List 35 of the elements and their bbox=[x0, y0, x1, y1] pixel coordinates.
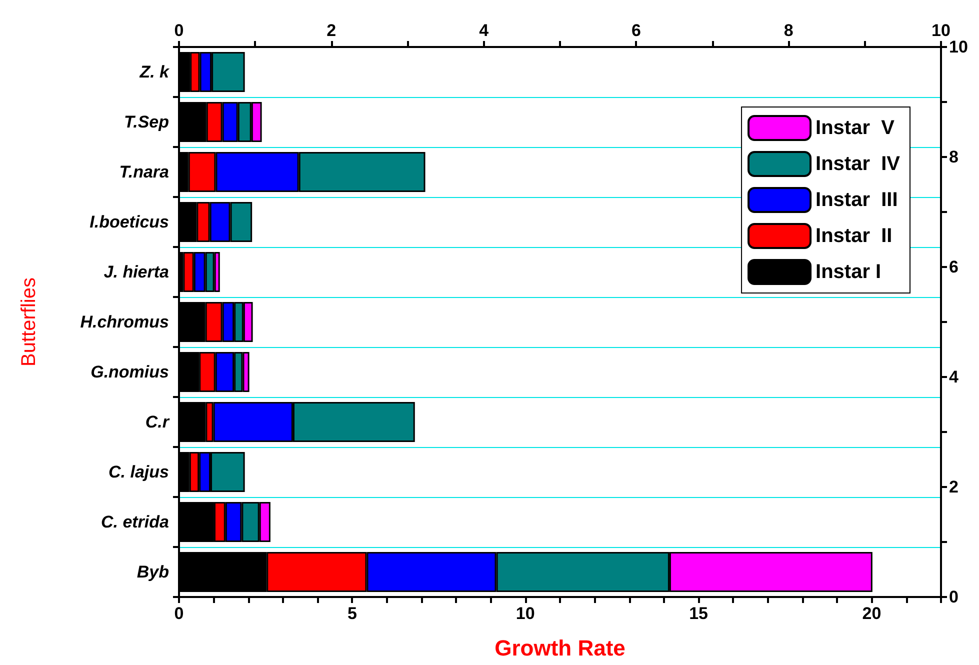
x-tick-label: 10 bbox=[516, 604, 535, 623]
y-tick-label: I.boeticus bbox=[90, 212, 169, 232]
x2-tick-label: 0 bbox=[174, 21, 184, 40]
y2-tick-label: 8 bbox=[949, 148, 958, 166]
x2-tick-label: 2 bbox=[326, 21, 336, 40]
x2-tick-label: 4 bbox=[479, 21, 490, 40]
x2-tick-label: 10 bbox=[932, 21, 950, 40]
y2-tick-label: 10 bbox=[949, 38, 968, 56]
y-tick-label: T.nara bbox=[119, 162, 169, 182]
legend-label: Instar III bbox=[816, 189, 898, 211]
legend-label: Instar I bbox=[816, 261, 882, 283]
y2-tick-label: 0 bbox=[949, 588, 958, 606]
y-axis-title: Butterflies bbox=[18, 278, 40, 366]
x2-tick-label: 6 bbox=[631, 21, 641, 40]
y-tick-label: J. hierta bbox=[104, 262, 169, 282]
y-tick-label: C. etrida bbox=[100, 512, 169, 532]
legend-label: Instar IV bbox=[816, 153, 901, 175]
y2-tick-label: 6 bbox=[949, 258, 958, 276]
y-tick-label: Z. k bbox=[138, 62, 171, 82]
x-axis-title: Growth Rate bbox=[494, 636, 626, 660]
legend-label: Instar V bbox=[816, 117, 896, 139]
legend-label: Instar II bbox=[816, 225, 892, 247]
y-tick-label: Byb bbox=[136, 562, 169, 582]
y-tick-label: C. lajus bbox=[108, 462, 169, 482]
y-tick-label: H.chromus bbox=[80, 312, 169, 332]
y2-tick-label: 4 bbox=[949, 368, 959, 386]
x-tick-label: 0 bbox=[174, 604, 184, 623]
x-tick-label: 5 bbox=[347, 604, 357, 623]
x2-tick-label: 8 bbox=[784, 21, 794, 40]
y-tick-label: G.nomius bbox=[90, 362, 169, 382]
y2-tick-label: 2 bbox=[949, 478, 958, 496]
x-tick-label: 15 bbox=[689, 604, 708, 623]
x-tick-label: 20 bbox=[862, 604, 882, 623]
y-tick-label: C.r bbox=[145, 412, 170, 432]
y-tick-label: T.Sep bbox=[124, 112, 169, 132]
